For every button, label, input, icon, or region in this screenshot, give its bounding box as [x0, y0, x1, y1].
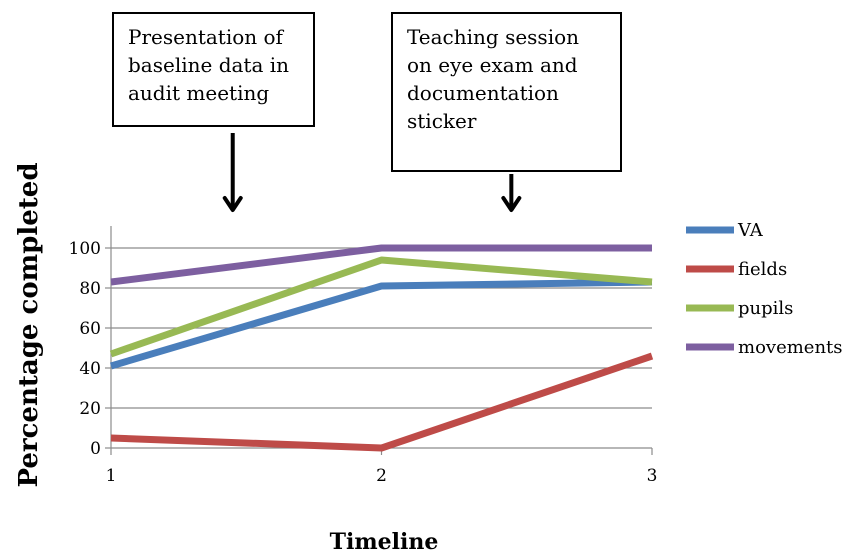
legend-label-pupils: pupils [738, 298, 793, 319]
y-tick-label: 80 [79, 279, 101, 299]
annotation-box [112, 12, 315, 127]
annotation-callout: Presentation of baseline data in audit mee… [112, 12, 315, 212]
annotation-text-line: sticker [407, 109, 477, 133]
y-tick-label: 40 [79, 359, 101, 379]
annotation-box [391, 12, 622, 172]
y-tick-label: 0 [90, 439, 101, 459]
tick-labels: 0 20 40 60 80 100 1 2 3 [69, 239, 658, 486]
x-axis-title: Timeline [330, 529, 439, 553]
annotations: Presentation of baseline data in audit mee… [112, 12, 622, 212]
x-tick-label: 3 [647, 466, 658, 486]
legend-label-movements: movements [738, 337, 843, 358]
series-line-VA [110, 278, 653, 370]
series-line-fields [110, 352, 654, 452]
legend-label-VA: VA [737, 220, 764, 241]
y-tick-label: 20 [79, 399, 101, 419]
annotation-text-line: documentation [407, 81, 559, 105]
annotation-arrow-head [222, 196, 243, 212]
annotation-text-line: Teaching session [407, 25, 579, 49]
annotation-text-line: Presentation of [128, 25, 285, 49]
x-tick-label: 1 [106, 466, 117, 486]
y-tick-label: 100 [69, 239, 101, 259]
x-tick-label: 2 [376, 466, 387, 486]
annotation-text-line: baseline data in [128, 53, 289, 77]
annotation-arrow-head [501, 196, 522, 212]
legend-label-fields: fields [738, 259, 787, 280]
series-lines [109, 244, 654, 452]
legend: VA fields pupils movements [686, 220, 843, 358]
series-line-movements [110, 244, 652, 286]
annotation-callout: Teaching session on eye exam and documenta… [391, 12, 622, 212]
annotation-text-line: on eye exam and [407, 53, 578, 77]
y-axis-title: Percentage completed [14, 162, 44, 487]
annotation-text-line: audit meeting [128, 81, 269, 105]
y-tick-label: 60 [79, 319, 101, 339]
series-line-pupils [109, 256, 653, 358]
